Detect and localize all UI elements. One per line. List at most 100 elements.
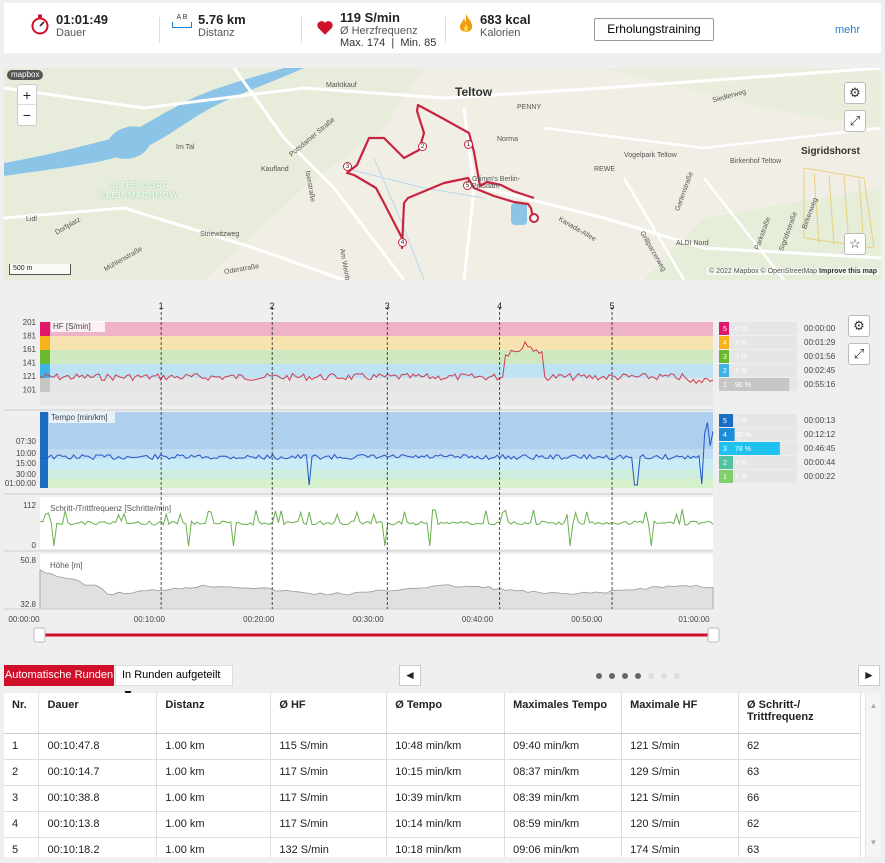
table-cell: 63 (738, 837, 861, 857)
column-header[interactable]: Maximales Tempo (504, 693, 623, 734)
page-dot[interactable] (635, 673, 641, 679)
star-icon: ☆ (849, 236, 861, 251)
table-cell: 117 S/min (270, 785, 388, 812)
separator (301, 17, 302, 43)
column-header[interactable]: Ø Tempo (386, 693, 506, 734)
map-settings-button[interactable]: ⚙ (844, 82, 866, 104)
route-marker[interactable]: 5 (463, 181, 472, 190)
column-header[interactable]: Distanz (156, 693, 272, 734)
chart-settings-button[interactable]: ⚙ (848, 315, 870, 337)
page-dot[interactable] (609, 673, 615, 679)
route-marker[interactable]: 4 (398, 238, 407, 247)
table-cell: 00:10:47.8 (38, 733, 158, 760)
next-page-button[interactable]: ► (858, 665, 880, 686)
column-header[interactable]: Dauer (38, 693, 158, 734)
activity-charts: 201 181 161 141 121 101 HF [S/min] 07:30 10:00 15… (4, 295, 881, 645)
map-place-label: Norma (497, 136, 519, 143)
x-tick-label: 00:50:00 (571, 615, 603, 624)
route-marker[interactable]: 3 (343, 162, 352, 171)
column-header[interactable]: Nr. (4, 693, 40, 734)
page-dot[interactable] (596, 673, 602, 679)
range-slider-end-handle[interactable] (707, 627, 720, 643)
pace-legend-bar (719, 456, 733, 469)
route-marker[interactable]: 2 (418, 142, 427, 151)
table-cell: 00:10:18.2 (38, 837, 158, 857)
table-cell: 129 S/min (621, 759, 739, 786)
zoom-out-button[interactable]: − (22, 107, 32, 123)
table-row[interactable]: 4 00:10:13.8 1.00 km 117 S/min 10:14 min/km 0… (4, 811, 861, 838)
map-place-label: Striewitzweg (200, 231, 240, 238)
route-map[interactable]: Teltow Sigridshorst ALTES DORF KLEINMACH… (4, 68, 881, 280)
map-place-label: Kaufland (261, 166, 289, 173)
hr-legend-bg (719, 364, 797, 377)
pace-legend-time: 00:12:12 (804, 430, 836, 439)
attribution-text[interactable]: © 2022 Mapbox © OpenStreetMap (709, 268, 818, 275)
table-row[interactable]: 2 00:10:14.7 1.00 km 117 S/min 10:15 min/km 0… (4, 759, 861, 786)
page-dot[interactable] (648, 673, 654, 679)
table-row[interactable]: 3 00:10:38.8 1.00 km 117 S/min 10:39 min/km 0… (4, 785, 861, 812)
column-header[interactable]: Ø HF (270, 693, 388, 734)
hr-zone-swatch (40, 322, 50, 336)
route-marker[interactable]: 1 (464, 140, 473, 149)
table-cell: 1.00 km (156, 811, 272, 838)
hr-zone-band (40, 336, 713, 350)
map-favorite-button[interactable]: ☆ (844, 233, 866, 255)
column-header[interactable]: Maximale HF (621, 693, 739, 734)
hr-zone-swatch (40, 336, 50, 350)
pace-line (39, 422, 714, 486)
mapbox-logo: mapbox (7, 70, 44, 80)
scroll-up-icon[interactable]: ▲ (869, 701, 878, 710)
page-dot[interactable] (674, 673, 680, 679)
hr-tick-label: 121 (23, 372, 37, 381)
column-header[interactable]: Ø Schritt-/ Trittfrequenz (738, 693, 861, 734)
pace-tick-label: 30:00 (16, 470, 37, 479)
training-type-button[interactable]: Erholungstraining (594, 18, 714, 41)
altitude-tick-label: 32.8 (20, 600, 36, 609)
pace-legend-zone: 5 (723, 418, 727, 425)
x-tick-label: 00:40:00 (462, 615, 494, 624)
table-header-row: Nr. Dauer Distanz Ø HF Ø Tempo Maximales Temp… (4, 693, 861, 734)
auto-laps-button[interactable]: Automatische Runden (4, 665, 114, 686)
hr-chart-label: HF [S/min] (53, 322, 91, 331)
hr-legend-percent: 0 % (735, 326, 747, 333)
table-scrollbar[interactable]: ▲ ▼ (865, 693, 881, 857)
distance-icon-letters: A B (176, 14, 188, 21)
chart-expand-button[interactable]: ⤢ (848, 343, 870, 365)
x-tick-label: 00:20:00 (243, 615, 275, 624)
hr-legend-bg (719, 336, 797, 349)
hr-zone-band (40, 322, 713, 336)
improve-map-link[interactable]: Improve this map (819, 268, 877, 275)
hr-legend-zone: 1 (723, 382, 727, 389)
table-cell: 2 (4, 759, 40, 786)
table-row[interactable]: 5 00:10:18.2 1.00 km 132 S/min 10:18 min/km 0… (4, 837, 861, 857)
pace-legend-bar (719, 428, 735, 441)
table-row[interactable]: 1 00:10:47.8 1.00 km 115 S/min 10:48 min/km 0… (4, 733, 861, 760)
table-cell: 62 (738, 733, 861, 760)
table-cell: 1.00 km (156, 733, 272, 760)
range-slider-start-handle[interactable] (33, 627, 46, 643)
table-cell: 1.00 km (156, 837, 272, 857)
scroll-down-icon[interactable]: ▼ (869, 838, 878, 847)
pace-zone-band (40, 479, 713, 488)
split-laps-select[interactable]: In Runden aufgeteilt ▼ (115, 665, 233, 701)
map-place-label: Marktkauf (326, 82, 357, 89)
distance-stat: A B 5.76 km Distanz (172, 13, 246, 39)
table-cell: 5 (4, 837, 40, 857)
table-cell: 4 (4, 811, 40, 838)
more-link[interactable]: mehr (835, 24, 861, 36)
hr-legend-time: 00:00:00 (804, 324, 836, 333)
page-dot[interactable] (661, 673, 667, 679)
laps-table: Nr. Dauer Distanz Ø HF Ø Tempo Maximales Temp… (4, 693, 861, 857)
map-expand-button[interactable]: ⤢ (844, 110, 866, 132)
prev-page-button[interactable]: ◄ (399, 665, 421, 686)
zoom-in-button[interactable]: + (18, 85, 36, 105)
pace-zone-swatch (40, 412, 48, 488)
hr-legend-percent: 2 % (735, 340, 747, 347)
pace-legend-bar (719, 414, 733, 427)
map-place-label: Lidl (26, 216, 37, 223)
map-canvas (4, 68, 881, 280)
pace-tick-label: 10:00 (16, 449, 37, 458)
page-dot[interactable] (622, 673, 628, 679)
pace-legend-zone: 2 (723, 460, 727, 467)
